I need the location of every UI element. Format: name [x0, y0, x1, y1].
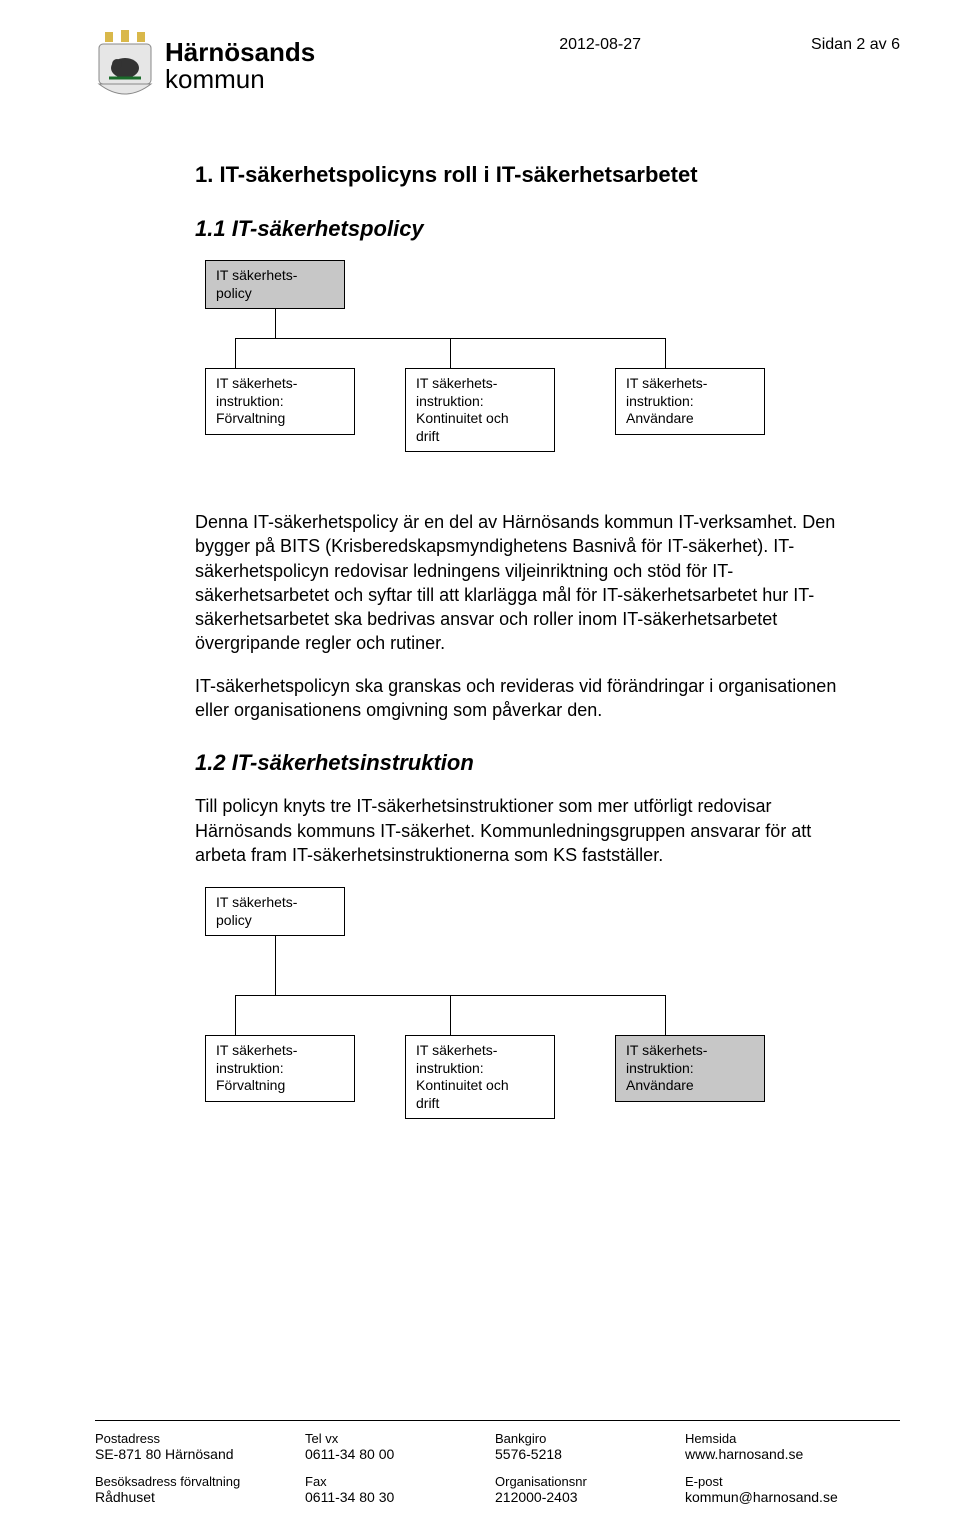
chart1-child-1: IT säkerhets-instruktion:Förvaltning	[205, 368, 355, 435]
footer-c8-val: kommun@harnosand.se	[685, 1489, 900, 1505]
footer-c2-val: 0611-34 80 00	[305, 1446, 495, 1462]
subheading-1-1: 1.1 IT-säkerhetspolicy	[195, 216, 860, 242]
footer-c4-val: www.harnosand.se	[685, 1446, 900, 1462]
footer-c6-label: Fax	[305, 1474, 495, 1489]
chart1-child-3: IT säkerhets-instruktion:Användare	[615, 368, 765, 435]
footer-c3-val: 5576-5218	[495, 1446, 685, 1462]
footer-c3-label: Bankgiro	[495, 1431, 685, 1446]
chart2-child-2: IT säkerhets-instruktion:Kontinuitet och…	[405, 1035, 555, 1119]
logo-block: Härnösands kommun	[95, 30, 315, 102]
org-chart-1: IT säkerhets-policy IT säkerhets-instruk…	[195, 260, 795, 490]
org-chart-2: IT säkerhets-policy IT säkerhets-instruk…	[195, 887, 795, 1167]
para-1: Denna IT-säkerhetspolicy är en del av Hä…	[195, 510, 860, 656]
page-footer: Postadress SE-871 80 Härnösand Tel vx 06…	[95, 1420, 900, 1505]
subheading-1-2: 1.2 IT-säkerhetsinstruktion	[195, 750, 860, 776]
footer-c5-val: Rådhuset	[95, 1489, 305, 1505]
chart1-child-2: IT säkerhets-instruktion:Kontinuitet och…	[405, 368, 555, 452]
org-unit: kommun	[165, 66, 315, 93]
chart2-child-3: IT säkerhets-instruktion:Användare	[615, 1035, 765, 1102]
para-2: IT-säkerhetspolicyn ska granskas och rev…	[195, 674, 860, 723]
org-name: Härnösands	[165, 39, 315, 66]
footer-c6-val: 0611-34 80 30	[305, 1489, 495, 1505]
footer-c2-label: Tel vx	[305, 1431, 495, 1446]
chart2-root: IT säkerhets-policy	[205, 887, 345, 936]
chart1-root: IT säkerhets-policy	[205, 260, 345, 309]
para-3: Till policyn knyts tre IT-säkerhetsinstr…	[195, 794, 860, 867]
footer-c7-val: 212000-2403	[495, 1489, 685, 1505]
section-heading-1: 1. IT-säkerhetspolicyns roll i IT-säkerh…	[195, 162, 860, 188]
footer-c7-label: Organisationsnr	[495, 1474, 685, 1489]
footer-c5-label: Besöksadress förvaltning	[95, 1474, 305, 1489]
crest-icon	[95, 30, 155, 102]
footer-c8-label: E-post	[685, 1474, 900, 1489]
header-date: 2012-08-27	[559, 36, 641, 54]
footer-c1-val: SE-871 80 Härnösand	[95, 1446, 305, 1462]
chart2-child-1: IT säkerhets-instruktion:Förvaltning	[205, 1035, 355, 1102]
footer-c4-label: Hemsida	[685, 1431, 900, 1446]
header-page: Sidan 2 av 6	[811, 36, 900, 54]
footer-c1-label: Postadress	[95, 1431, 305, 1446]
